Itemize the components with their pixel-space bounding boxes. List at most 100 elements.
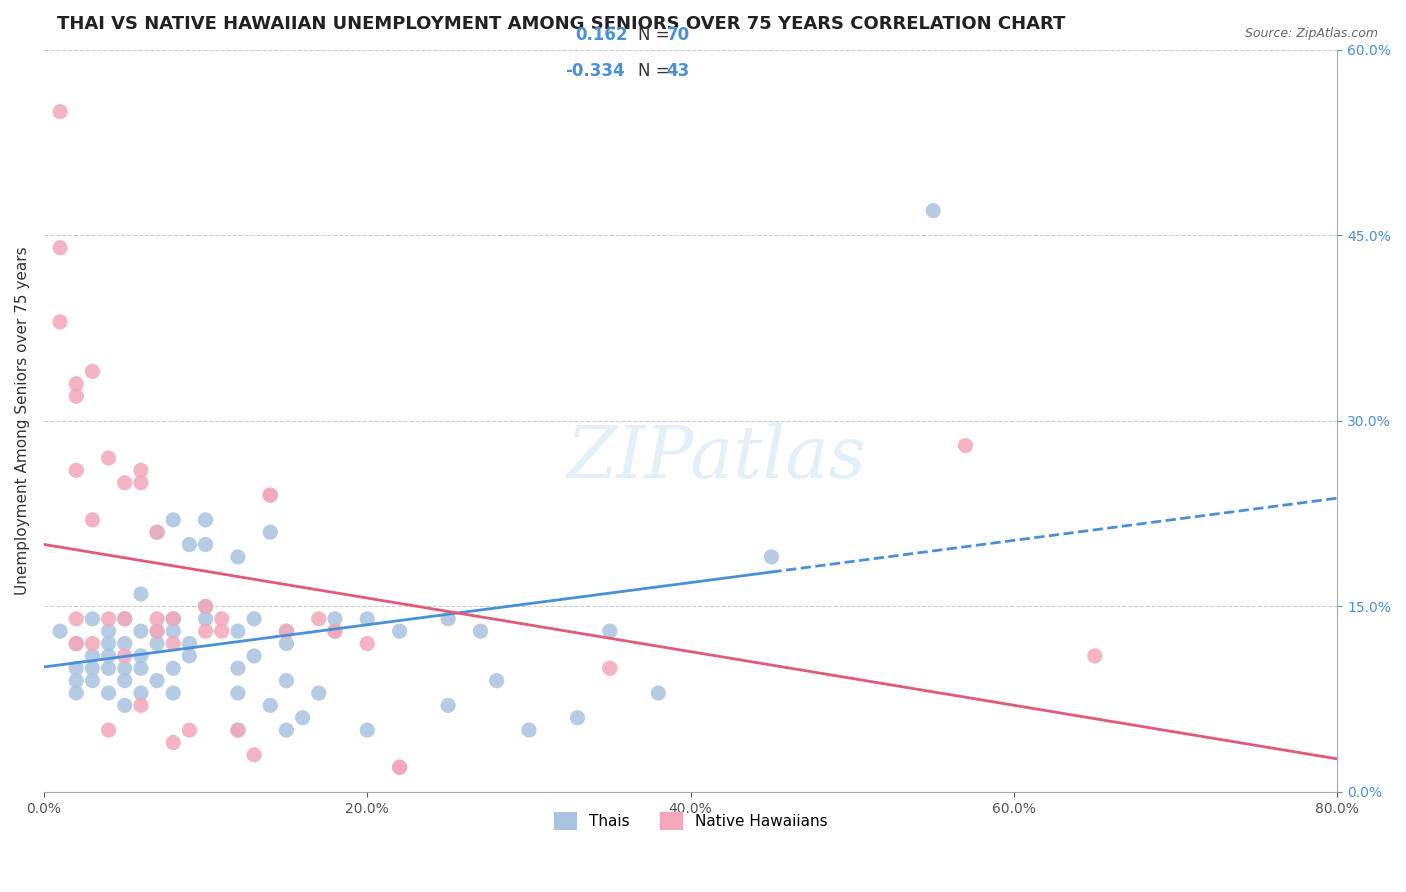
Point (162, 624, 184, 639)
Point (323, 624, 346, 639)
Point (647, 686, 669, 700)
Point (97, 612, 120, 626)
Point (114, 612, 136, 626)
Point (922, 203, 945, 218)
Legend: Thais, Native Hawaiians: Thais, Native Hawaiians (547, 805, 834, 837)
Point (179, 636, 201, 650)
Point (162, 686, 184, 700)
Text: Source: ZipAtlas.com: Source: ZipAtlas.com (1244, 27, 1378, 40)
Point (97, 636, 120, 650)
Point (162, 612, 184, 626)
Point (276, 624, 298, 639)
Point (114, 673, 136, 688)
Point (437, 698, 460, 713)
Point (276, 673, 298, 688)
Point (97, 648, 120, 663)
Point (226, 661, 249, 675)
Point (356, 612, 378, 626)
Point (97, 723, 120, 738)
Point (162, 513, 184, 527)
Point (114, 612, 136, 626)
Point (82, 648, 104, 663)
Point (65, 389, 87, 403)
Point (146, 636, 169, 650)
Text: ZIPatlas: ZIPatlas (567, 423, 866, 493)
Text: N =: N = (638, 62, 675, 79)
Point (82, 673, 104, 688)
Point (388, 760, 411, 774)
Point (276, 624, 298, 639)
Point (146, 525, 169, 540)
Point (129, 624, 152, 639)
Point (129, 661, 152, 675)
Point (49, 624, 72, 639)
Point (146, 612, 169, 626)
Point (65, 673, 87, 688)
Point (129, 698, 152, 713)
Point (955, 439, 977, 453)
Point (129, 475, 152, 490)
Point (599, 624, 621, 639)
Point (1084, 648, 1107, 663)
Point (485, 673, 508, 688)
Point (194, 513, 217, 527)
Point (194, 538, 217, 552)
Point (259, 488, 281, 502)
Point (470, 624, 492, 639)
Point (114, 698, 136, 713)
Point (162, 661, 184, 675)
Point (226, 686, 249, 700)
Point (211, 612, 233, 626)
Point (226, 624, 249, 639)
Point (146, 673, 169, 688)
Point (194, 612, 217, 626)
Point (114, 475, 136, 490)
Point (49, 104, 72, 119)
Point (82, 513, 104, 527)
Text: 43: 43 (666, 62, 690, 79)
Point (65, 376, 87, 391)
Text: -0.334: -0.334 (565, 62, 624, 79)
Point (65, 686, 87, 700)
Point (97, 624, 120, 639)
Point (567, 711, 589, 725)
Point (162, 636, 184, 650)
Point (356, 636, 378, 650)
Point (323, 612, 346, 626)
Point (243, 612, 266, 626)
Text: 0.162: 0.162 (575, 26, 627, 44)
Point (599, 661, 621, 675)
Y-axis label: Unemployment Among Seniors over 75 years: Unemployment Among Seniors over 75 years (15, 246, 30, 595)
Point (761, 549, 783, 564)
Point (65, 612, 87, 626)
Point (308, 686, 330, 700)
Text: N =: N = (638, 26, 675, 44)
Point (356, 723, 378, 738)
Point (276, 636, 298, 650)
Point (162, 612, 184, 626)
Point (179, 648, 201, 663)
Point (65, 463, 87, 477)
Point (226, 723, 249, 738)
Point (146, 525, 169, 540)
Point (194, 624, 217, 639)
Text: THAI VS NATIVE HAWAIIAN UNEMPLOYMENT AMONG SENIORS OVER 75 YEARS CORRELATION CHA: THAI VS NATIVE HAWAIIAN UNEMPLOYMENT AMO… (56, 15, 1066, 33)
Point (97, 450, 120, 465)
Point (388, 760, 411, 774)
Point (308, 612, 330, 626)
Point (129, 463, 152, 477)
Point (65, 636, 87, 650)
Point (291, 711, 314, 725)
Point (82, 364, 104, 378)
Point (82, 636, 104, 650)
Point (259, 525, 281, 540)
Point (323, 624, 346, 639)
Point (179, 538, 201, 552)
Text: 70: 70 (666, 26, 689, 44)
Point (276, 723, 298, 738)
Point (259, 488, 281, 502)
Point (146, 624, 169, 639)
Point (82, 661, 104, 675)
Point (114, 636, 136, 650)
Point (146, 624, 169, 639)
